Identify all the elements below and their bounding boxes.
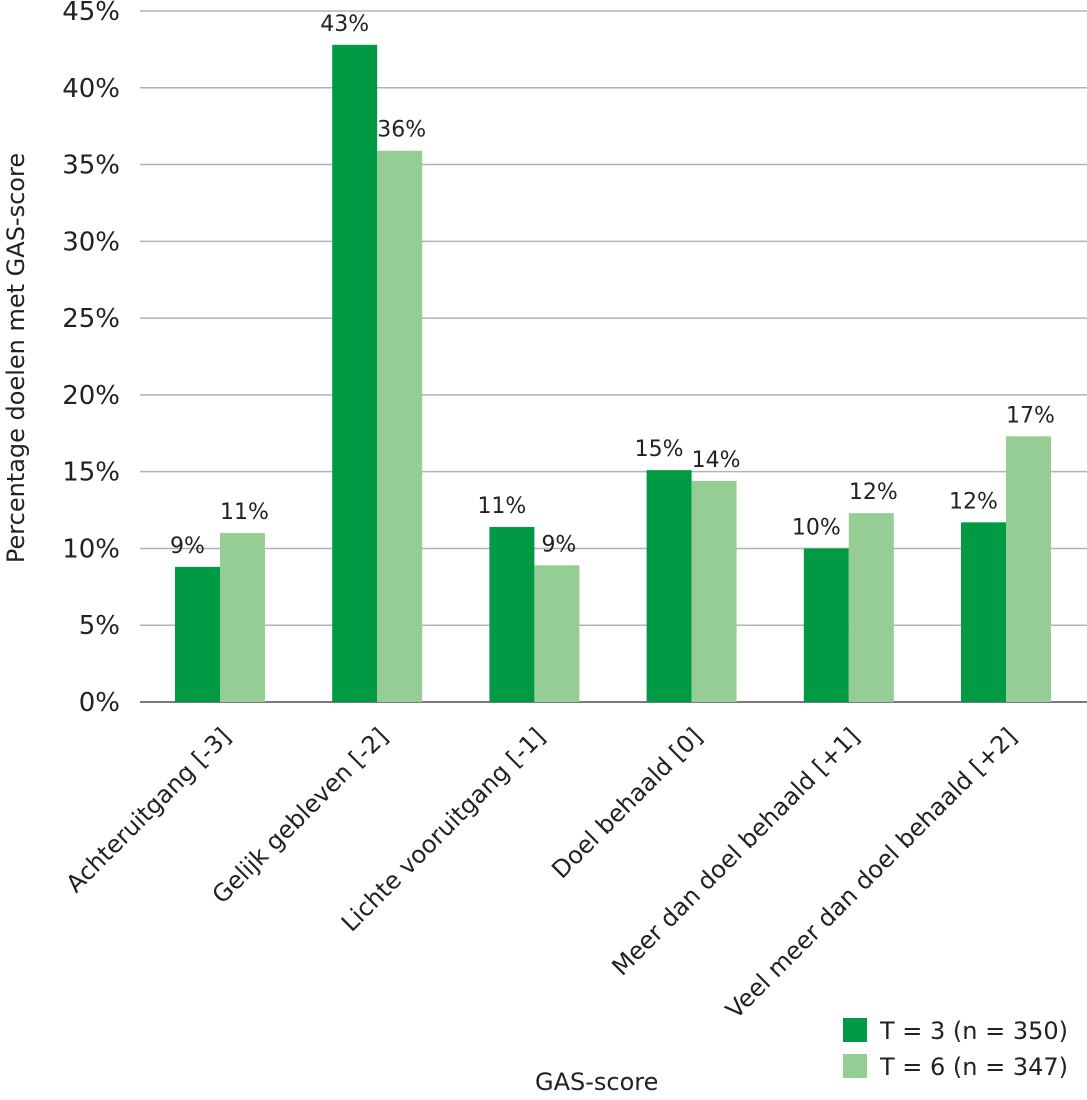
x-category-label: Doel behaald [0] xyxy=(546,722,707,883)
data-label: 9% xyxy=(541,532,576,557)
x-category-label: Achteruitgang [-3] xyxy=(61,722,237,898)
y-tick-label: 25% xyxy=(62,304,120,334)
x-axis-title: GAS-score xyxy=(535,1068,658,1096)
y-tick-label: 40% xyxy=(62,74,120,104)
gridlines xyxy=(140,10,1087,703)
y-tick-label: 10% xyxy=(62,534,120,564)
bar xyxy=(1006,436,1051,702)
y-axis-ticks: 0% 5% 10% 15% 20% 25% 30% 35% 40% 45% xyxy=(62,0,120,718)
y-axis-title: Percentage doelen met GAS-score xyxy=(2,153,30,563)
y-tick-label: 15% xyxy=(62,458,120,488)
data-label: 36% xyxy=(377,118,426,143)
bar xyxy=(848,513,894,702)
bar xyxy=(961,522,1006,702)
data-label: 10% xyxy=(792,515,841,540)
data-label: 43% xyxy=(320,12,369,37)
y-tick-label: 45% xyxy=(62,0,120,27)
legend-label: T = 6 (n = 347) xyxy=(879,1053,1068,1081)
legend-swatch xyxy=(843,1054,867,1078)
bar xyxy=(332,44,378,702)
bar xyxy=(646,470,692,702)
x-category-label: Gelijk gebleven [-2] xyxy=(207,722,394,909)
legend-swatch xyxy=(843,1018,867,1042)
x-category-label: Veel meer dan doel behaald [+2] xyxy=(720,722,1022,1024)
legend: T = 3 (n = 350) T = 6 (n = 347) xyxy=(843,1017,1068,1081)
y-tick-label: 0% xyxy=(79,688,120,718)
data-label: 12% xyxy=(949,489,998,514)
data-label: 9% xyxy=(170,534,205,559)
data-label: 11% xyxy=(477,494,526,519)
bars xyxy=(175,44,1051,703)
data-label: 15% xyxy=(635,437,684,462)
data-label: 17% xyxy=(1006,403,1055,428)
y-tick-label: 20% xyxy=(62,381,120,411)
data-labels: 9% 11% 43% 36% 11% 9% 15% 14% 10% 12% 12% 17% xyxy=(170,12,1055,559)
data-label: 11% xyxy=(220,500,269,525)
bar xyxy=(489,526,535,702)
data-label: 12% xyxy=(849,480,898,505)
bar xyxy=(534,565,580,702)
x-axis-categories: Achteruitgang [-3]Gelijk gebleven [-2]Li… xyxy=(61,722,1023,1024)
y-tick-label: 30% xyxy=(62,227,120,257)
bar xyxy=(691,480,737,702)
data-label: 14% xyxy=(692,448,741,473)
x-category-label: Meer dan doel behaald [+1] xyxy=(606,722,865,981)
bar xyxy=(377,150,423,703)
legend-label: T = 3 (n = 350) xyxy=(879,1017,1068,1045)
bar xyxy=(175,566,220,702)
y-tick-label: 5% xyxy=(79,611,120,641)
bar xyxy=(220,533,265,702)
bar xyxy=(803,548,849,702)
y-tick-label: 35% xyxy=(62,151,120,181)
